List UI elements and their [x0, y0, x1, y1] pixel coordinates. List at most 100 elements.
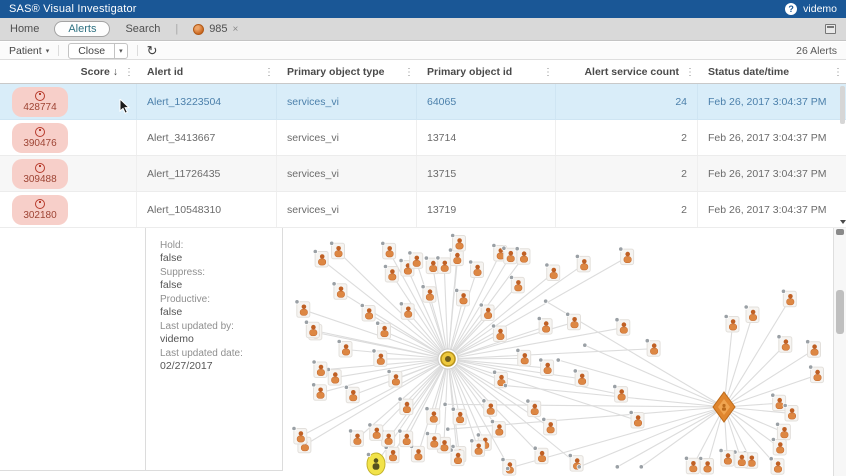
- diamond-hub-node[interactable]: [712, 391, 736, 423]
- person-node[interactable]: [644, 338, 661, 357]
- person-node[interactable]: [383, 444, 400, 464]
- column-menu-icon[interactable]: ⋮: [685, 66, 695, 78]
- person-node[interactable]: [423, 255, 440, 275]
- person-node[interactable]: [572, 368, 589, 387]
- person-node[interactable]: [420, 284, 437, 303]
- person-node[interactable]: [501, 245, 518, 265]
- person-node[interactable]: [348, 428, 364, 447]
- table-scroll-down-icon[interactable]: [840, 220, 846, 224]
- person-node[interactable]: [770, 392, 787, 412]
- column-header-alert-service-count[interactable]: Alert service count ⋮: [556, 61, 698, 83]
- person-node[interactable]: [343, 384, 360, 404]
- person-node[interactable]: [397, 428, 414, 448]
- person-node[interactable]: [770, 436, 787, 456]
- entity-tab-close-icon[interactable]: ×: [232, 23, 239, 35]
- person-node[interactable]: [514, 246, 531, 265]
- username[interactable]: videmo: [803, 3, 837, 15]
- person-node[interactable]: [574, 253, 591, 273]
- column-menu-icon[interactable]: ⋮: [543, 66, 553, 78]
- person-node[interactable]: [311, 359, 328, 378]
- person-node[interactable]: [291, 425, 308, 445]
- column-menu-icon[interactable]: ⋮: [264, 66, 274, 78]
- person-node[interactable]: [536, 315, 553, 335]
- tab-home[interactable]: Home: [10, 23, 40, 35]
- person-node[interactable]: [450, 232, 466, 252]
- person-node[interactable]: [538, 357, 555, 376]
- table-scrollbar[interactable]: [839, 83, 846, 227]
- person-node[interactable]: [448, 447, 465, 467]
- person-node[interactable]: [469, 438, 486, 457]
- person-node[interactable]: [398, 257, 415, 277]
- table-row[interactable]: 302180 Alert_10548310 services_vi 13719 …: [0, 192, 846, 228]
- person-node[interactable]: [329, 240, 345, 260]
- person-node[interactable]: [490, 323, 507, 342]
- person-node[interactable]: [478, 302, 495, 321]
- cell-alert-id[interactable]: Alert_10548310: [137, 192, 277, 227]
- table-scrollbar-thumb[interactable]: [840, 86, 845, 124]
- person-node[interactable]: [508, 274, 525, 294]
- person-node[interactable]: [808, 364, 824, 384]
- close-button-menu[interactable]: ▾: [114, 43, 127, 58]
- person-node[interactable]: [491, 369, 508, 389]
- person-node[interactable]: [805, 339, 821, 358]
- person-node[interactable]: [325, 367, 342, 386]
- person-node[interactable]: [371, 348, 388, 367]
- refresh-icon[interactable]: ↻: [146, 42, 158, 58]
- person-node[interactable]: [331, 281, 348, 300]
- person-node[interactable]: [397, 396, 414, 416]
- person-node[interactable]: [375, 320, 391, 340]
- column-header-primary-object-type[interactable]: Primary object type ⋮: [277, 61, 417, 83]
- person-node[interactable]: [454, 287, 470, 307]
- table-row[interactable]: 428774 Alert_13223504 services_vi 64065 …: [0, 84, 846, 120]
- tab-search[interactable]: Search: [125, 23, 161, 35]
- person-node[interactable]: [565, 311, 581, 331]
- person-node[interactable]: [618, 246, 635, 266]
- window-panel-icon[interactable]: [825, 24, 836, 34]
- person-node[interactable]: [359, 302, 376, 322]
- person-node[interactable]: [303, 319, 320, 339]
- person-node[interactable]: [628, 409, 645, 429]
- tab-alerts[interactable]: Alerts: [54, 21, 111, 37]
- close-button[interactable]: Close ▾: [68, 42, 128, 59]
- person-node[interactable]: [541, 416, 558, 436]
- table-row[interactable]: 390476 Alert_3413667 services_vi 13714 2…: [0, 120, 846, 156]
- person-node[interactable]: [612, 384, 629, 403]
- person-node[interactable]: [407, 250, 424, 269]
- person-node[interactable]: [718, 448, 735, 467]
- network-graph-canvas[interactable]: [284, 228, 832, 476]
- person-node[interactable]: [732, 449, 749, 469]
- person-node[interactable]: [698, 455, 714, 475]
- graph-scrollbar-thumb[interactable]: [836, 290, 844, 334]
- person-node[interactable]: [450, 406, 467, 426]
- person-node[interactable]: [382, 263, 399, 283]
- graph-scroll-top-handle[interactable]: [836, 229, 844, 235]
- graph-scrollbar[interactable]: [833, 228, 846, 476]
- column-header-status-datetime[interactable]: Status date/time ⋮: [698, 61, 846, 83]
- person-node[interactable]: [780, 288, 797, 308]
- column-header-primary-object-id[interactable]: Primary object id ⋮: [417, 61, 556, 83]
- person-node[interactable]: [336, 338, 353, 358]
- person-node[interactable]: [768, 456, 785, 475]
- person-node[interactable]: [424, 406, 441, 425]
- person-node[interactable]: [515, 347, 532, 367]
- cell-alert-id[interactable]: Alert_3413667: [137, 120, 277, 155]
- person-node[interactable]: [468, 259, 484, 278]
- person-node[interactable]: [500, 457, 517, 476]
- person-node[interactable]: [380, 240, 397, 260]
- table-row[interactable]: 309488 Alert_11726435 services_vi 13715 …: [0, 156, 846, 192]
- person-node[interactable]: [489, 419, 506, 438]
- person-node[interactable]: [776, 334, 793, 353]
- patient-dropdown[interactable]: Patient ▾: [9, 45, 49, 57]
- person-node[interactable]: [312, 248, 329, 268]
- person-node[interactable]: [743, 304, 760, 323]
- person-node[interactable]: [525, 398, 542, 418]
- main-hub-node[interactable]: [437, 348, 459, 370]
- person-node[interactable]: [683, 455, 700, 475]
- person-node[interactable]: [386, 368, 403, 388]
- cell-alert-id[interactable]: Alert_11726435: [137, 156, 277, 191]
- column-menu-icon[interactable]: ⋮: [404, 66, 414, 78]
- highlighted-person-node[interactable]: [365, 451, 386, 476]
- person-node[interactable]: [367, 422, 384, 441]
- person-node[interactable]: [424, 431, 441, 450]
- entity-tab[interactable]: 985 ×: [193, 23, 238, 35]
